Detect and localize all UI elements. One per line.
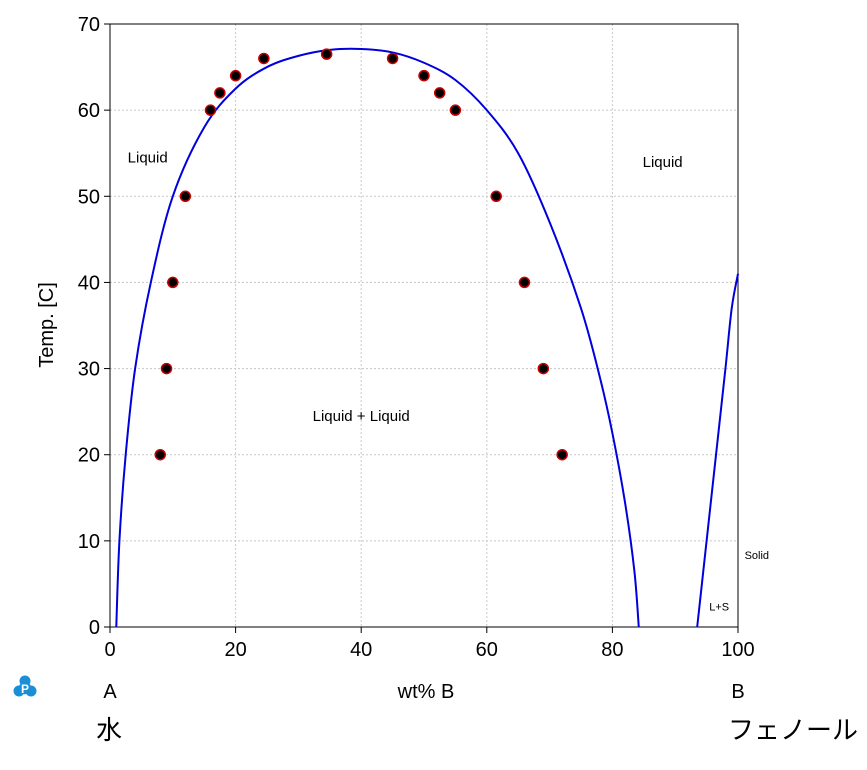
region-label: Liquid + Liquid [313, 408, 410, 425]
y-tick-label: 50 [78, 186, 100, 208]
y-tick-label: 0 [89, 617, 100, 639]
grid-lines [110, 24, 738, 627]
data-point [154, 448, 166, 461]
data-point [214, 87, 226, 99]
component-left-name: 水 [96, 716, 123, 746]
x-tick-label: 80 [601, 639, 623, 661]
x-tick-label: 0 [104, 639, 115, 661]
data-point [490, 190, 502, 203]
region-label: Liquid [643, 154, 683, 171]
data-point [167, 276, 179, 289]
y-tick-label: 20 [78, 445, 100, 467]
data-point [258, 52, 270, 65]
y-tick-label: 60 [78, 100, 100, 122]
data-point [449, 104, 462, 116]
y-tick-label: 10 [78, 531, 100, 553]
x-axis-title: wt% B [397, 681, 455, 703]
data-point [537, 362, 550, 375]
curves [115, 47, 739, 628]
data-point [433, 87, 446, 99]
data-point [320, 48, 333, 60]
data-point [556, 448, 568, 461]
ticks: 0 20 40 60 80 100 0 10 20 30 40 50 60 70 [78, 14, 755, 661]
data-point [179, 190, 192, 203]
x-tick-label: 40 [350, 639, 372, 661]
region-label: L+S [709, 601, 729, 613]
data-point [386, 52, 399, 65]
region-labels: Liquid Liquid Liquid + Liquid Solid L+S [128, 150, 769, 614]
y-tick-label: 70 [78, 14, 100, 36]
svg-text:P: P [21, 682, 29, 696]
y-tick-label: 30 [78, 359, 100, 381]
logo-icon: P [13, 675, 37, 697]
x-tick-label: 100 [721, 639, 754, 661]
x-tick-label: 20 [224, 639, 246, 661]
curve-line-1 [115, 47, 640, 628]
component-right-name: フェノール [728, 716, 859, 746]
y-axis-title: Temp. [C] [36, 282, 58, 368]
data-point [204, 104, 217, 116]
y-tick-label: 40 [78, 272, 100, 294]
data-point [160, 362, 173, 375]
data-point [229, 69, 242, 82]
data-point [418, 69, 430, 82]
data-point [518, 276, 531, 289]
x-tick-label: 60 [476, 639, 498, 661]
curve-line-2 [696, 273, 739, 628]
data-points [154, 48, 568, 461]
region-label: Liquid [128, 150, 168, 167]
component-right-label: B [731, 681, 744, 703]
region-label: Solid [745, 550, 769, 562]
plot-frame [109, 23, 739, 628]
component-left-label: A [103, 681, 117, 703]
